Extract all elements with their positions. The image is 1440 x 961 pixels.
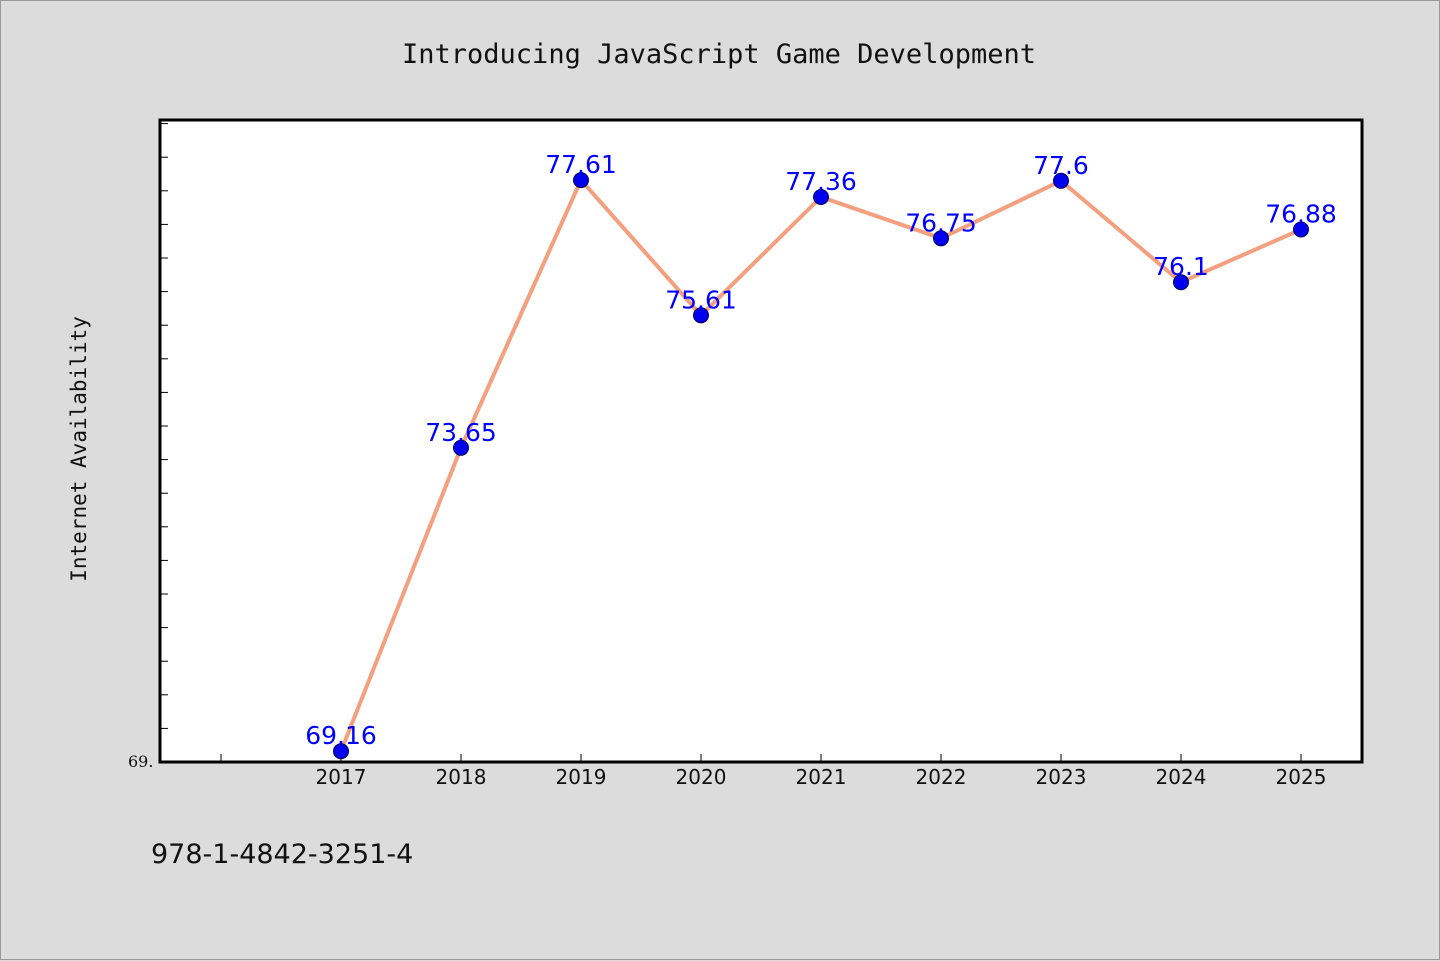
x-tick-label: 2018	[436, 765, 487, 789]
x-tick-label: 2025	[1276, 765, 1327, 789]
x-axis-ticks	[220, 754, 1302, 762]
data-label: 75.61	[665, 285, 737, 314]
data-point	[573, 172, 589, 189]
data-label: 77.61	[545, 150, 617, 179]
data-label: 73.65	[425, 418, 497, 447]
data-labels: 69.16 73.65 77.61 75.61 77.36 76.75 77.6 76.1 76…	[305, 150, 1337, 750]
x-tick-label: 2019	[556, 765, 607, 789]
data-point	[1173, 274, 1189, 291]
data-point	[813, 189, 829, 205]
data-point	[693, 307, 709, 324]
isbn-footer: 978-1-4842-3251-4	[151, 839, 413, 870]
data-label: 77.36	[785, 167, 857, 196]
y-tick-label: 69.	[128, 752, 153, 771]
x-tick-label: 2021	[796, 765, 847, 789]
data-point	[1053, 172, 1069, 189]
x-tick-labels: 2017 2018 2019 2020 2021 2022 2023 2024 2025	[316, 765, 1327, 789]
data-label: 69.16	[305, 721, 377, 750]
data-point	[933, 230, 949, 247]
data-point	[1293, 221, 1309, 238]
data-label: 76.88	[1265, 200, 1337, 229]
x-tick-label: 2022	[916, 765, 967, 789]
y-axis-ticks	[160, 123, 168, 729]
data-point	[333, 743, 349, 760]
data-label: 76.1	[1153, 252, 1209, 281]
data-label: 76.75	[905, 208, 977, 237]
chart-title: Introducing JavaScript Game Development	[402, 39, 1036, 70]
x-tick-label: 2020	[676, 765, 727, 789]
x-tick-label: 2023	[1036, 765, 1087, 789]
plot-area	[158, 118, 1364, 764]
y-axis-label: Internet Availability	[67, 316, 91, 582]
data-label: 77.6	[1033, 151, 1089, 180]
x-tick-label: 2017	[316, 765, 367, 789]
data-markers	[333, 172, 1309, 760]
data-point	[453, 439, 469, 456]
x-tick-label: 2024	[1156, 765, 1207, 789]
